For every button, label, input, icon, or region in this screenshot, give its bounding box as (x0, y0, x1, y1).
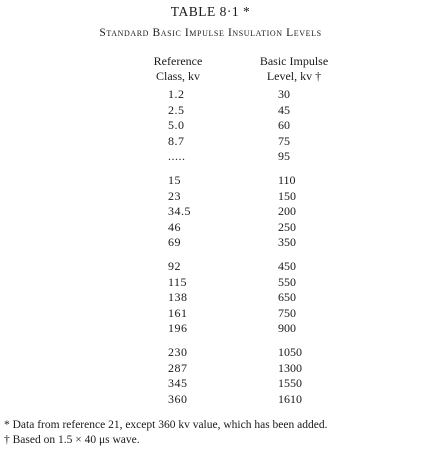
table-number: TABLE 8·1 * (170, 4, 251, 19)
bil-cell: 45 (278, 102, 290, 117)
bil-cell: 250 (278, 219, 296, 234)
footnote-data-source: * Data from reference 21, except 360 kv … (4, 419, 328, 431)
bil-cell: 550 (278, 274, 296, 289)
bil-cell: 75 (278, 133, 290, 148)
table-row: 287 1300 (0, 361, 421, 377)
bil-cell: 750 (278, 305, 296, 320)
reference-class-cell: ..... (168, 149, 186, 164)
table-row: 115 550 (0, 275, 421, 291)
table-title: Standard Basic Impulse Insulation Levels (99, 27, 322, 39)
table-row: 15 110 (0, 173, 421, 189)
reference-class-cell: 15 (168, 172, 181, 187)
bil-cell: 110 (278, 172, 296, 187)
reference-class-cell: 287 (168, 360, 188, 375)
footnotes: * Data from reference 21, except 360 kv … (4, 418, 419, 448)
reference-class-cell: 5.0 (168, 118, 185, 133)
reference-class-cell: 8.7 (168, 133, 185, 148)
bil-cell: 1300 (278, 360, 302, 375)
bil-cell: 450 (278, 258, 296, 273)
table-row: 360 1610 (0, 392, 421, 408)
column-header-reference-class: Reference Class, kv (130, 54, 226, 84)
table-row: 8.7 75 (0, 134, 421, 150)
reference-class-cell: 345 (168, 376, 188, 391)
table-row: 46 250 (0, 220, 421, 236)
column-header-bil-line2: Level, kv † (266, 69, 322, 83)
column-header-bil: Basic Impulse Level, kv † (240, 54, 348, 84)
reference-class-cell: 34.5 (168, 204, 191, 219)
column-header-reference-class-line2: Class, kv (155, 69, 200, 83)
bil-cell: 650 (278, 290, 296, 305)
table-body: 1.2 30 2.5 45 5.0 60 8.7 75..... 95 15 110 23 150 34.… (0, 87, 421, 407)
reference-class-cell: 23 (168, 188, 181, 203)
reference-class-cell: 2.5 (168, 102, 185, 117)
table-row: 1.2 30 (0, 87, 421, 103)
table-row: 196 900 (0, 321, 421, 337)
table-row: 138 650 (0, 290, 421, 306)
reference-class-cell: 138 (168, 290, 188, 305)
bil-cell: 30 (278, 87, 290, 101)
reference-class-cell: 69 (168, 235, 181, 250)
bil-cell: 1550 (278, 376, 302, 391)
bil-cell: 350 (278, 235, 296, 250)
table-row: 69 350 (0, 235, 421, 251)
column-header-reference-class-line1: Reference (153, 54, 203, 68)
bil-cell: 900 (278, 321, 296, 336)
footnote-wave-basis: † Based on 1.5 × 40 μs wave. (4, 434, 140, 446)
bil-cell: 1610 (278, 391, 302, 406)
table-row: ..... 95 (0, 149, 421, 165)
table-row: 92 450 (0, 259, 421, 275)
reference-class-cell: 360 (168, 391, 188, 406)
table-row: 34.5 200 (0, 204, 421, 220)
table-row: 5.0 60 (0, 118, 421, 134)
table-row: 23 150 (0, 189, 421, 205)
table-row: 345 1550 (0, 376, 421, 392)
reference-class-cell: 196 (168, 321, 188, 336)
bil-cell: 60 (278, 118, 290, 133)
table-row: 161 750 (0, 306, 421, 322)
table-row: 2.5 45 (0, 103, 421, 119)
bil-cell: 95 (278, 149, 290, 164)
reference-class-cell: 1.2 (168, 87, 185, 101)
bil-cell: 1050 (278, 344, 302, 359)
bil-cell: 150 (278, 188, 296, 203)
reference-class-cell: 230 (168, 344, 188, 359)
reference-class-cell: 161 (168, 305, 188, 320)
reference-class-cell: 46 (168, 219, 181, 234)
reference-class-cell: 92 (168, 258, 181, 273)
bil-cell: 200 (278, 204, 296, 219)
table-row: 230 1050 (0, 345, 421, 361)
column-header-bil-line1: Basic Impulse (259, 54, 329, 68)
reference-class-cell: 115 (168, 274, 188, 289)
